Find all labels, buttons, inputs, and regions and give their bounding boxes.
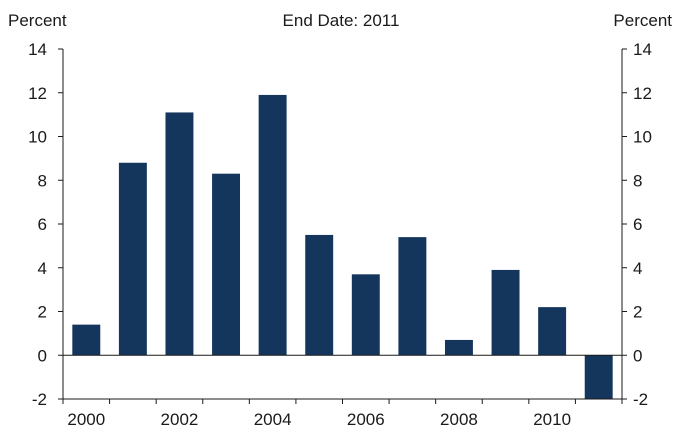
y-tick-label-left: -2 — [32, 390, 47, 409]
y-axis-label-left: Percent — [8, 11, 67, 30]
bar-2004 — [258, 94, 287, 356]
bar-2001 — [118, 162, 147, 356]
y-tick-label-left: 14 — [28, 40, 47, 59]
y-tick-label-right: -2 — [633, 390, 648, 409]
chart-title: End Date: 2011 — [283, 11, 400, 30]
y-tick-label-right: 8 — [633, 171, 642, 190]
y-tick-label-left: 8 — [38, 171, 47, 190]
bar-2000 — [72, 324, 101, 356]
bars-group — [72, 94, 613, 399]
y-tick-label-right: 0 — [633, 346, 642, 365]
y-tick-label-right: 2 — [633, 303, 642, 322]
x-tick-label-2004: 2004 — [254, 410, 292, 429]
x-tick-label-2008: 2008 — [440, 410, 478, 429]
bar-2007 — [398, 237, 427, 356]
x-tick-label-2000: 2000 — [67, 410, 105, 429]
bar-2011 — [584, 355, 613, 399]
bar-2009 — [491, 269, 520, 356]
y-tick-label-left: 6 — [38, 215, 47, 234]
x-tick-label-2010: 2010 — [533, 410, 571, 429]
bar-2005 — [305, 234, 334, 356]
y-axis-label-right: Percent — [613, 11, 672, 30]
bar-2010 — [538, 307, 567, 356]
y-tick-label-left: 12 — [28, 84, 47, 103]
bar-2002 — [165, 112, 194, 356]
y-tick-label-right: 10 — [633, 128, 652, 147]
y-tick-label-right: 4 — [633, 259, 642, 278]
y-tick-label-right: 12 — [633, 84, 652, 103]
bar-2006 — [351, 274, 380, 356]
y-tick-label-left: 2 — [38, 303, 47, 322]
y-tick-label-left: 10 — [28, 128, 47, 147]
y-tick-label-left: 0 — [38, 346, 47, 365]
y-tick-label-right: 6 — [633, 215, 642, 234]
bar-2008 — [444, 339, 473, 356]
tick-labels-group: 14 14 12 12 10 10 8 8 6 6 4 4 2 2 0 0 -2 -2 2000 2002 2004 20… — [28, 40, 652, 429]
y-tick-label-left: 4 — [38, 259, 47, 278]
axes-group — [58, 48, 627, 404]
y-tick-label-right: 14 — [633, 40, 652, 59]
bar-2003 — [212, 173, 241, 356]
x-tick-label-2002: 2002 — [161, 410, 199, 429]
x-tick-label-2006: 2006 — [347, 410, 385, 429]
